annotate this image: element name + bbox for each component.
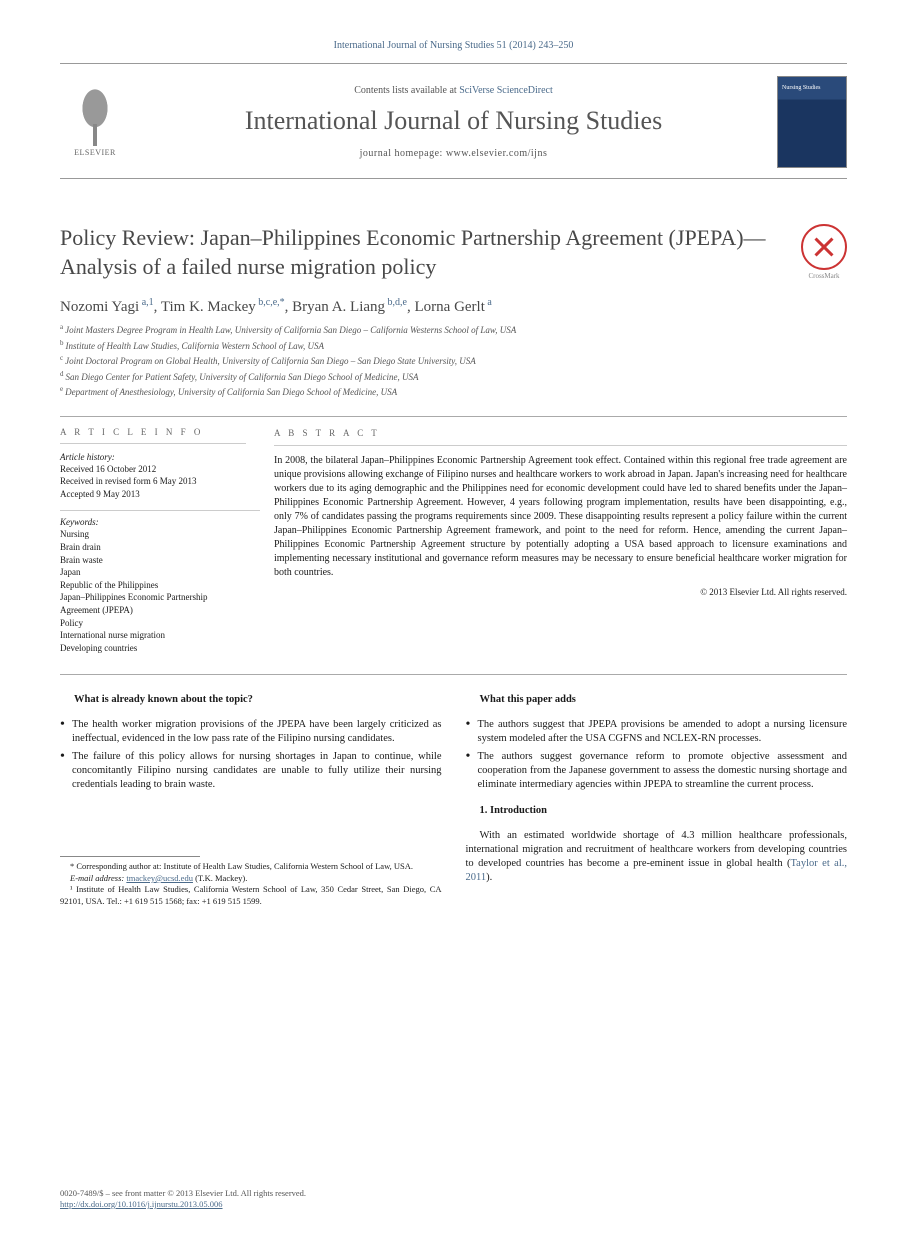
author: Tim K. Mackey: [161, 299, 256, 315]
keyword: Japan: [60, 566, 246, 579]
issn-line: 0020-7489/$ – see front matter © 2013 El…: [60, 1188, 847, 1199]
elsevier-logo: ELSEVIER: [60, 88, 130, 157]
known-heading: What is already known about the topic?: [60, 693, 442, 707]
intro-suffix: ).: [486, 872, 492, 883]
author-affiliation-sup: a,1: [139, 297, 153, 308]
email-label: E-mail address:: [70, 873, 126, 883]
author-list: Nozomi Yagi a,1, Tim K. Mackey b,c,e,*, …: [60, 297, 847, 316]
affiliation: eDepartment of Anesthesiology, Universit…: [60, 384, 847, 400]
sciencedirect-link[interactable]: SciVerse ScienceDirect: [459, 85, 553, 96]
author: Nozomi Yagi: [60, 299, 139, 315]
journal-title: International Journal of Nursing Studies: [140, 106, 767, 136]
affiliation: bInstitute of Health Law Studies, Califo…: [60, 338, 847, 354]
abstract-copyright: © 2013 Elsevier Ltd. All rights reserved…: [274, 586, 847, 599]
list-item: The authors suggest governance reform to…: [466, 750, 848, 793]
adds-heading: What this paper adds: [466, 693, 848, 707]
keyword: Brain waste: [60, 554, 246, 567]
journal-cover-thumbnail: [777, 76, 847, 168]
keywords-label: Keywords:: [60, 517, 246, 527]
footnotes: * Corresponding author at: Institute of …: [60, 861, 442, 907]
article-title: Policy Review: Japan–Philippines Economi…: [60, 224, 781, 281]
abstract-heading: A B S T R A C T: [274, 427, 847, 447]
keyword: Republic of the Philippines: [60, 579, 246, 592]
keyword: Nursing: [60, 528, 246, 541]
contents-prefix: Contents lists available at: [354, 85, 459, 96]
list-item: The health worker migration provisions o…: [60, 718, 442, 746]
author-affiliation-sup: b,d,e: [385, 297, 407, 308]
footnote-1: ¹ Institute of Health Law Studies, Calif…: [60, 884, 442, 907]
body-columns: What is already known about the topic? T…: [60, 693, 847, 907]
history-line: Accepted 9 May 2013: [60, 488, 246, 501]
author: Lorna Gerlt: [415, 299, 485, 315]
list-item: The failure of this policy allows for nu…: [60, 750, 442, 793]
contents-available-line: Contents lists available at SciVerse Sci…: [140, 85, 767, 96]
email-link[interactable]: tmackey@ucsd.edu: [126, 873, 193, 883]
keyword: Japan–Philippines Economic Partnership A…: [60, 591, 246, 616]
publisher-name: ELSEVIER: [74, 148, 116, 157]
doi-link[interactable]: http://dx.doi.org/10.1016/j.ijnurstu.201…: [60, 1199, 223, 1209]
crossmark-label: CrossMark: [808, 272, 839, 280]
article-info-heading: A R T I C L E I N F O: [60, 427, 246, 444]
keyword: International nurse migration: [60, 629, 246, 642]
history-line: Received in revised form 6 May 2013: [60, 475, 246, 488]
history-line: Received 16 October 2012: [60, 463, 246, 476]
journal-header: ELSEVIER Contents lists available at Sci…: [60, 63, 847, 179]
affiliation-list: aJoint Masters Degree Program in Health …: [60, 322, 847, 400]
keyword: Brain drain: [60, 541, 246, 554]
affiliation: cJoint Doctoral Program on Global Health…: [60, 353, 847, 369]
elsevier-tree-icon: [70, 88, 120, 146]
list-item: The authors suggest that JPEPA provision…: [466, 718, 848, 746]
journal-homepage: journal homepage: www.elsevier.com/ijns: [140, 148, 767, 159]
right-column: What this paper adds The authors suggest…: [466, 693, 848, 907]
adds-bullet-list: The authors suggest that JPEPA provision…: [466, 718, 848, 793]
author-affiliation-sup: b,c,e,*: [256, 297, 285, 308]
corresponding-author: * Corresponding author at: Institute of …: [60, 861, 442, 872]
section-heading: 1. Introduction: [466, 804, 848, 818]
keyword: Developing countries: [60, 642, 246, 655]
header-center: Contents lists available at SciVerse Sci…: [130, 85, 777, 159]
info-abstract-block: A R T I C L E I N F O Article history: R…: [60, 416, 847, 676]
email-line: E-mail address: tmackey@ucsd.edu (T.K. M…: [60, 873, 442, 884]
article-info: A R T I C L E I N F O Article history: R…: [60, 417, 260, 675]
abstract-text: In 2008, the bilateral Japan–Philippines…: [274, 454, 847, 580]
crossmark-icon[interactable]: CrossMark: [801, 224, 847, 270]
affiliation: aJoint Masters Degree Program in Health …: [60, 322, 847, 338]
keyword: Policy: [60, 617, 246, 630]
intro-paragraph: With an estimated worldwide shortage of …: [466, 829, 848, 886]
abstract: A B S T R A C T In 2008, the bilateral J…: [260, 417, 847, 675]
known-bullet-list: The health worker migration provisions o…: [60, 718, 442, 793]
left-column: What is already known about the topic? T…: [60, 693, 442, 907]
footnote-rule: [60, 856, 200, 857]
email-suffix: (T.K. Mackey).: [193, 873, 247, 883]
bottom-bar: 0020-7489/$ – see front matter © 2013 El…: [60, 1188, 847, 1210]
affiliation: dSan Diego Center for Patient Safety, Un…: [60, 369, 847, 385]
article-history-label: Article history:: [60, 452, 246, 462]
author-affiliation-sup: a: [485, 297, 492, 308]
journal-reference: International Journal of Nursing Studies…: [60, 40, 847, 51]
author: Bryan A. Liang: [292, 299, 385, 315]
